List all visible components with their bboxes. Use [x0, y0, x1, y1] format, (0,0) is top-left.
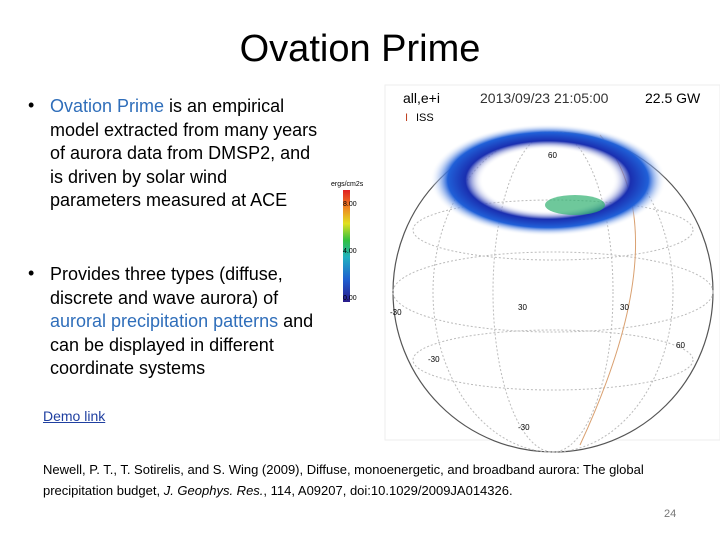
grid-line — [412, 329, 694, 391]
colorbar — [343, 190, 350, 302]
grid-label: -30 — [428, 355, 440, 364]
page-number: 24 — [664, 508, 677, 520]
grid-line — [432, 131, 674, 453]
grid-label: 30 — [620, 303, 629, 312]
colorbar-unit: ergs/cm2s — [331, 181, 364, 188]
slide-title: Ovation Prime — [239, 28, 481, 70]
bullet-text: Ovation Prime is an empirical model extr… — [50, 95, 320, 213]
grid-label: -30 — [518, 423, 530, 432]
text: is an empirical model extracted from man… — [50, 96, 318, 210]
aurora-patch — [545, 195, 605, 215]
grid-line — [392, 251, 714, 333]
demo-link[interactable]: Demo link — [43, 408, 106, 424]
grid-line — [412, 199, 694, 261]
text: and can be displayed in different coordi… — [50, 311, 314, 378]
text: Newell, P. T., T. Sotirelis, and S. Wing… — [43, 462, 644, 498]
power: 22.5 GW — [645, 90, 701, 106]
grid-label: 30 — [518, 303, 527, 312]
reference: Newell, P. T., T. Sotirelis, and S. Wing… — [43, 459, 683, 501]
bullet-marker: • — [28, 95, 35, 115]
bullet-text: Provides three types (diffuse, discrete … — [50, 263, 320, 381]
volume: 114 — [270, 483, 292, 498]
legend-label: ISS — [416, 112, 434, 124]
journal: J. Geophys. Res. — [163, 483, 264, 498]
bullet-marker: • — [28, 263, 35, 283]
highlight: auroral precipitation patterns — [50, 311, 279, 331]
colorbar-label: 0.00 — [343, 295, 357, 302]
timestamp: 2013/09/23 21:05:00 — [480, 90, 609, 106]
text: , — [263, 483, 271, 498]
grid-label: 60 — [676, 341, 685, 350]
legend-marker: I — [405, 112, 408, 124]
colorbar-label: 8.00 — [343, 201, 357, 208]
figure-label: all,e+i — [403, 90, 440, 106]
grid-label: -30 — [390, 308, 402, 317]
highlight: Ovation Prime — [50, 96, 165, 116]
grid-label: 60 — [548, 151, 557, 160]
text: , A09207, doi:10.1029/2009JA014326. — [291, 483, 513, 498]
text: Provides three types (diffuse, discrete … — [50, 264, 283, 308]
aurora-oval — [430, 124, 666, 236]
colorbar-label: 4.00 — [343, 248, 357, 255]
